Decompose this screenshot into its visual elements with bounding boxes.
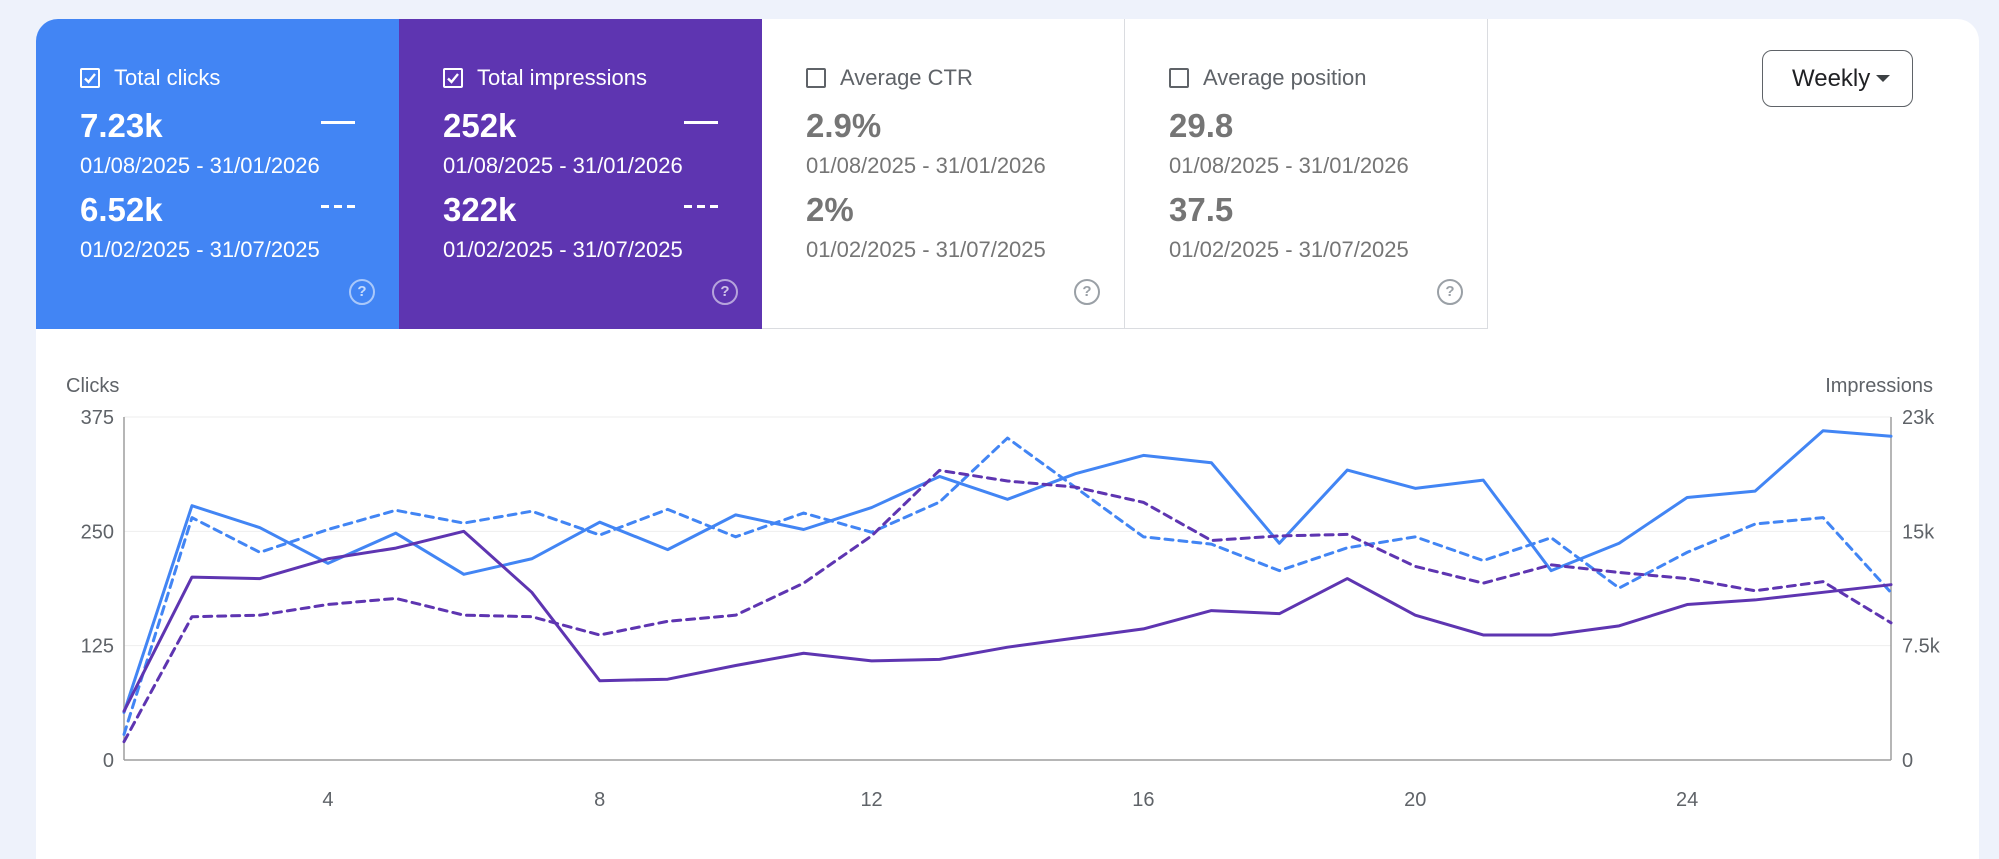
help-icon[interactable]: ? — [1437, 279, 1463, 305]
previous-value: 37.5 — [1169, 191, 1234, 228]
card-label: Average position — [1203, 65, 1367, 90]
current-range: 01/08/2025 - 31/01/2026 — [1169, 153, 1409, 178]
series-line-right-dashed — [122, 468, 1893, 744]
current-value: 29.8 — [1169, 107, 1234, 144]
y-axis-title-right: Impressions — [1825, 375, 1933, 397]
previous-value: 6.52k — [80, 191, 163, 228]
current-value: 252k — [443, 107, 517, 144]
help-icon[interactable]: ? — [349, 279, 375, 305]
card-label: Average CTR — [840, 65, 973, 90]
card-label: Total impressions — [477, 65, 647, 90]
checkbox-checked-icon[interactable] — [443, 68, 463, 88]
period-dropdown-label: Weekly — [1792, 64, 1871, 92]
y-axis-title-left: Clicks — [66, 375, 119, 397]
dashed-line-legend-icon — [684, 205, 718, 208]
checkbox-unchecked-icon[interactable] — [806, 68, 826, 88]
current-range: 01/08/2025 - 31/01/2026 — [806, 153, 1046, 178]
dashed-line-legend-icon — [321, 205, 355, 208]
y-tick-label-right: 23k — [1902, 407, 1935, 429]
performance-panel: Total clicks 7.23k 01/08/2025 - 31/01/20… — [36, 19, 1979, 859]
metric-card-total-clicks[interactable]: Total clicks 7.23k 01/08/2025 - 31/01/20… — [36, 19, 399, 329]
y-tick-label-left: 250 — [81, 521, 114, 543]
current-value: 2.9% — [806, 107, 882, 144]
y-tick-label-left: 375 — [81, 407, 114, 429]
x-tick-label: 12 — [860, 789, 882, 811]
current-value: 7.23k — [80, 107, 163, 144]
solid-line-legend-icon — [321, 121, 355, 124]
previous-range: 01/02/2025 - 31/07/2025 — [1169, 237, 1409, 262]
current-range: 01/08/2025 - 31/01/2026 — [443, 153, 683, 178]
card-header: Total clicks — [80, 65, 220, 91]
y-tick-label-left: 125 — [81, 636, 114, 658]
help-icon[interactable]: ? — [1074, 279, 1100, 305]
card-header: Average position — [1169, 65, 1367, 91]
series-line-left-dashed — [122, 436, 1893, 736]
x-tick-label: 16 — [1132, 789, 1154, 811]
previous-value: 2% — [806, 191, 854, 228]
card-label: Total clicks — [114, 65, 221, 90]
metric-cards: Total clicks 7.23k 01/08/2025 - 31/01/20… — [36, 19, 1488, 329]
caret-down-icon — [1876, 75, 1890, 82]
x-tick-label: 24 — [1676, 789, 1698, 811]
series-line-left-solid — [122, 429, 1893, 714]
card-header: Total impressions — [443, 65, 647, 91]
x-tick-label: 4 — [322, 789, 333, 811]
period-dropdown[interactable]: Weekly — [1762, 50, 1913, 107]
previous-range: 01/02/2025 - 31/07/2025 — [443, 237, 683, 262]
solid-line-legend-icon — [684, 121, 718, 124]
card-header: Average CTR — [806, 65, 973, 91]
x-tick-label: 8 — [594, 789, 605, 811]
metric-card-average-ctr[interactable]: Average CTR 2.9% 01/08/2025 - 31/01/2026… — [762, 19, 1125, 329]
metric-card-average-position[interactable]: Average position 29.8 01/08/2025 - 31/01… — [1125, 19, 1488, 329]
previous-range: 01/02/2025 - 31/07/2025 — [806, 237, 1046, 262]
performance-chart[interactable]: Clicks Impressions 0 0 125 7.5k 250 15k 375 23k 4 8… — [36, 19, 1979, 837]
help-icon[interactable]: ? — [712, 279, 738, 305]
previous-value: 322k — [443, 191, 517, 228]
checkbox-unchecked-icon[interactable] — [1169, 68, 1189, 88]
y-tick-label-right: 7.5k — [1902, 636, 1941, 658]
y-tick-label-right: 0 — [1902, 750, 1913, 772]
previous-range: 01/02/2025 - 31/07/2025 — [80, 237, 320, 262]
current-range: 01/08/2025 - 31/01/2026 — [80, 153, 320, 178]
y-tick-label-right: 15k — [1902, 521, 1935, 543]
series-line-right-solid — [122, 529, 1893, 713]
y-tick-label-left: 0 — [103, 750, 114, 772]
metric-card-total-impressions[interactable]: Total impressions 252k 01/08/2025 - 31/0… — [399, 19, 762, 329]
x-tick-label: 20 — [1404, 789, 1426, 811]
checkbox-checked-icon[interactable] — [80, 68, 100, 88]
